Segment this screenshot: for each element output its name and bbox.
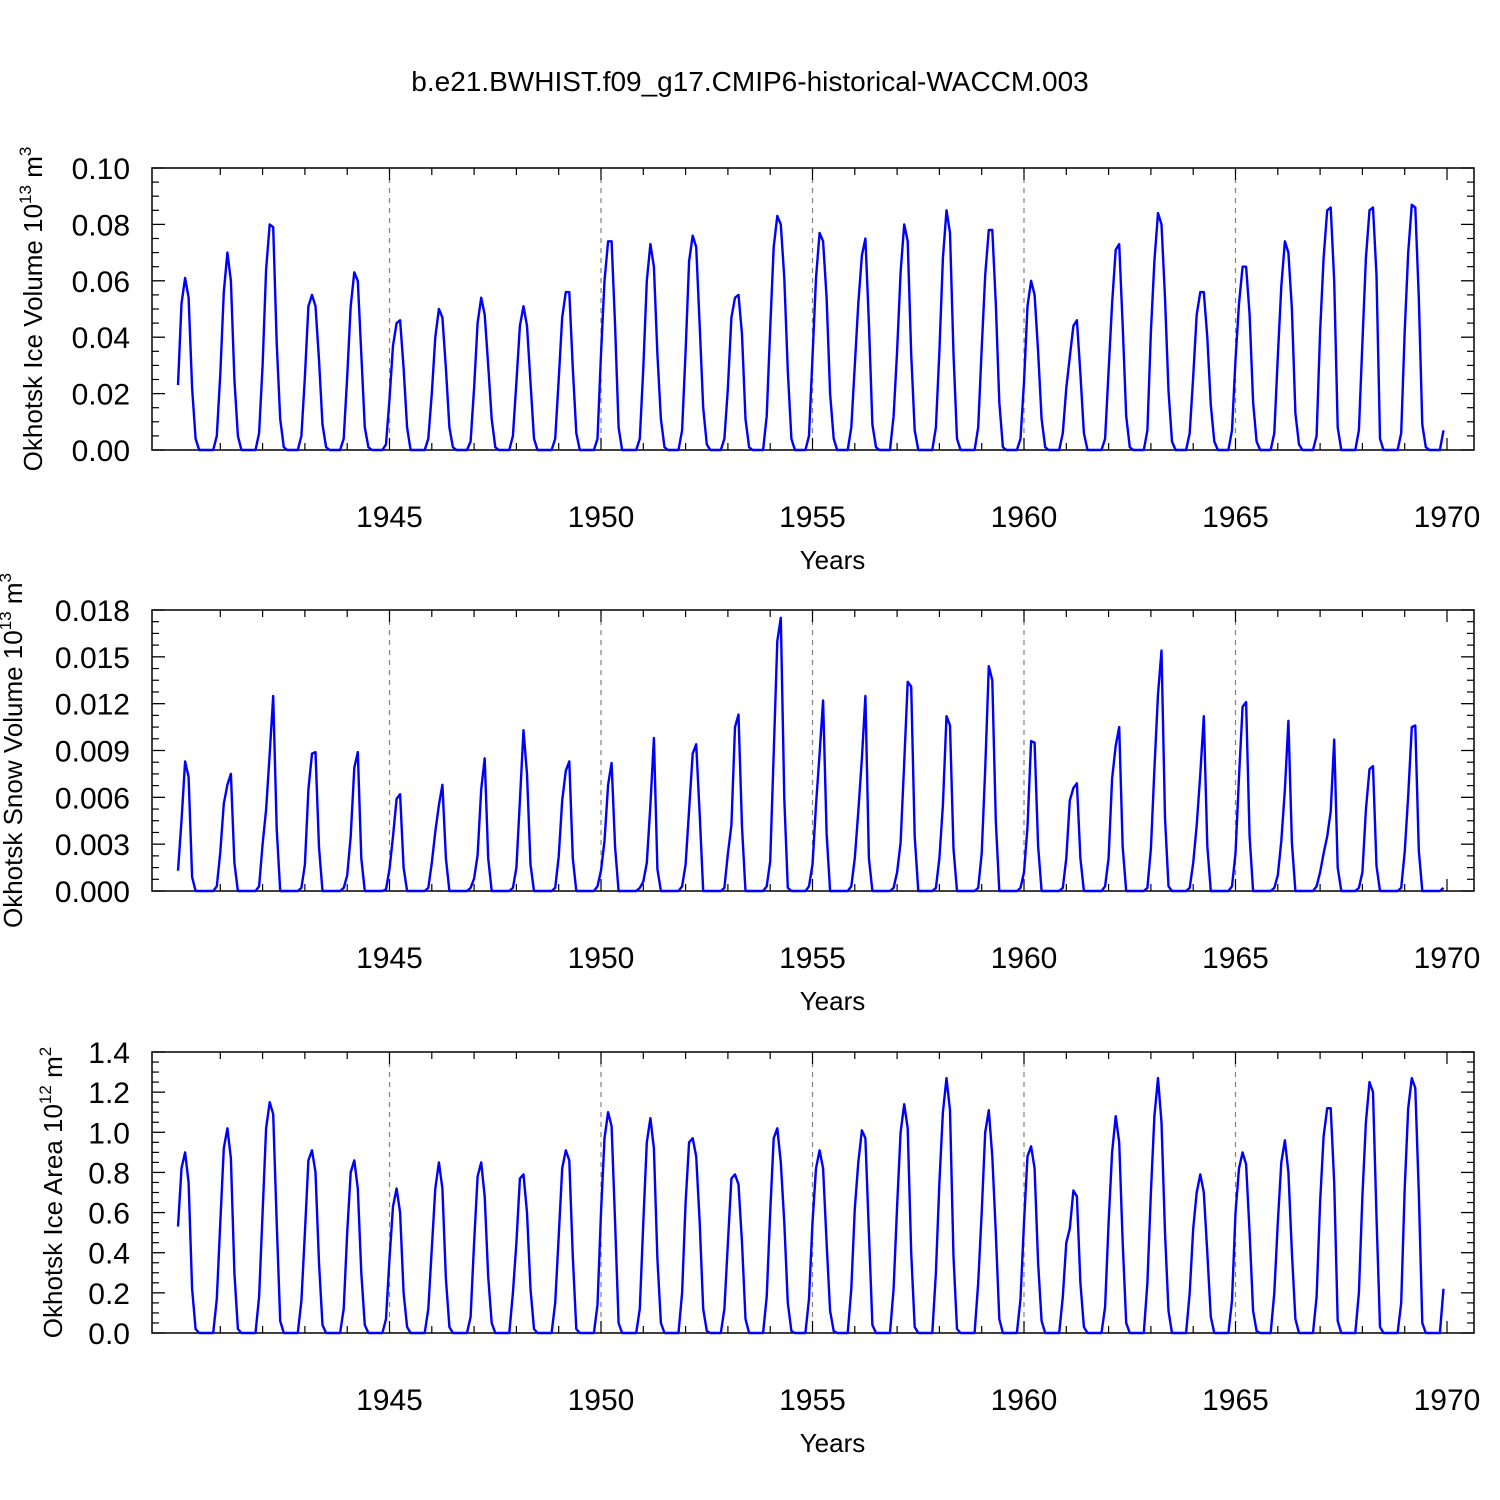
y-axis-label-text: Okhotsk Ice Volume 10 [18, 204, 48, 471]
y-axis-label-text: m [38, 1056, 68, 1085]
y-tick-label: 0.000 [55, 876, 130, 909]
y-axis-label-text: Okhotsk Ice Area 10 [38, 1104, 68, 1338]
x-tick-label: 1950 [568, 501, 635, 534]
x-tick-label: 1970 [1414, 1384, 1481, 1417]
panel-1: 1945 1950 1955 1960 1965 1970 Years 0.00 0.02 0.0… [16, 147, 1480, 575]
y-tick-label: 0.003 [55, 829, 130, 862]
y-tick-label: 0.08 [72, 209, 130, 242]
y-tick-label: 0.06 [72, 266, 130, 299]
y-tick-label: 0.04 [72, 322, 130, 355]
y-axis-label: Okhotsk Ice Area 1012 m2 [36, 1047, 68, 1338]
x-tick-label: 1945 [356, 501, 423, 534]
x-tick-label: 1945 [356, 942, 423, 975]
x-axis-label: Years [800, 545, 866, 575]
y-axis-label-text: Okhotsk Snow Volume 10 [0, 630, 28, 928]
x-tick-label: 1965 [1202, 501, 1269, 534]
x-tick-label: 1955 [779, 1384, 846, 1417]
y-tick-label: 0.018 [55, 595, 130, 628]
y-axis-label-superscript: 13 [16, 185, 35, 204]
y-axis-label: Okhotsk Snow Volume 1013 m3 [0, 573, 28, 928]
x-axis-label: Years [800, 986, 866, 1016]
x-tick-label: 1960 [991, 501, 1058, 534]
y-tick-label: 0.00 [72, 435, 130, 468]
series-line [176, 203, 1445, 452]
panel-2: 1945 1950 1955 1960 1965 1970 Years 0.000 0.003 0… [0, 573, 1480, 1016]
x-tick-label: 1950 [568, 942, 635, 975]
x-tick-label: 1945 [356, 1384, 423, 1417]
y-tick-label: 0.4 [88, 1238, 130, 1271]
series-line [176, 616, 1445, 893]
x-tick-label: 1955 [779, 501, 846, 534]
y-tick-label: 0.006 [55, 782, 130, 815]
y-tick-label: 0.10 [72, 153, 130, 186]
x-tick-label: 1970 [1414, 942, 1481, 975]
y-axis-label-superscript: 2 [36, 1047, 55, 1056]
y-axis-label-text: m [0, 582, 28, 611]
series-line [176, 1076, 1445, 1335]
figure-title: b.e21.BWHIST.f09_g17.CMIP6-historical-WA… [411, 66, 1088, 97]
x-axis-label: Years [800, 1428, 866, 1458]
y-axis-label: Okhotsk Ice Volume 1013 m3 [16, 147, 48, 472]
y-tick-label: 0.6 [88, 1198, 130, 1231]
y-tick-label: 1.0 [88, 1117, 130, 1150]
y-tick-label: 0.0 [88, 1318, 130, 1351]
y-tick-label: 0.015 [55, 642, 130, 675]
x-tick-label: 1960 [991, 942, 1058, 975]
x-tick-label: 1965 [1202, 1384, 1269, 1417]
y-axis-label-superscript: 12 [36, 1085, 55, 1104]
y-axis-label-superscript: 3 [0, 573, 15, 582]
x-tick-label: 1970 [1414, 501, 1481, 534]
y-axis-label-superscript: 3 [16, 147, 35, 156]
y-tick-label: 0.2 [88, 1278, 130, 1311]
x-tick-label: 1965 [1202, 942, 1269, 975]
y-tick-label: 0.012 [55, 689, 130, 722]
x-tick-label: 1960 [991, 1384, 1058, 1417]
x-tick-label: 1950 [568, 1384, 635, 1417]
y-tick-label: 1.4 [88, 1037, 130, 1070]
y-tick-label: 0.8 [88, 1157, 130, 1190]
y-axis-label-superscript: 13 [0, 611, 15, 630]
x-tick-label: 1955 [779, 942, 846, 975]
y-axis-label-text: m [18, 156, 48, 185]
panel-3: 1945 1950 1955 1960 1965 1970 Years 0.0 0.2 0.4 0.… [36, 1037, 1480, 1458]
y-tick-label: 1.2 [88, 1077, 130, 1110]
y-tick-label: 0.009 [55, 736, 130, 769]
y-tick-label: 0.02 [72, 379, 130, 412]
